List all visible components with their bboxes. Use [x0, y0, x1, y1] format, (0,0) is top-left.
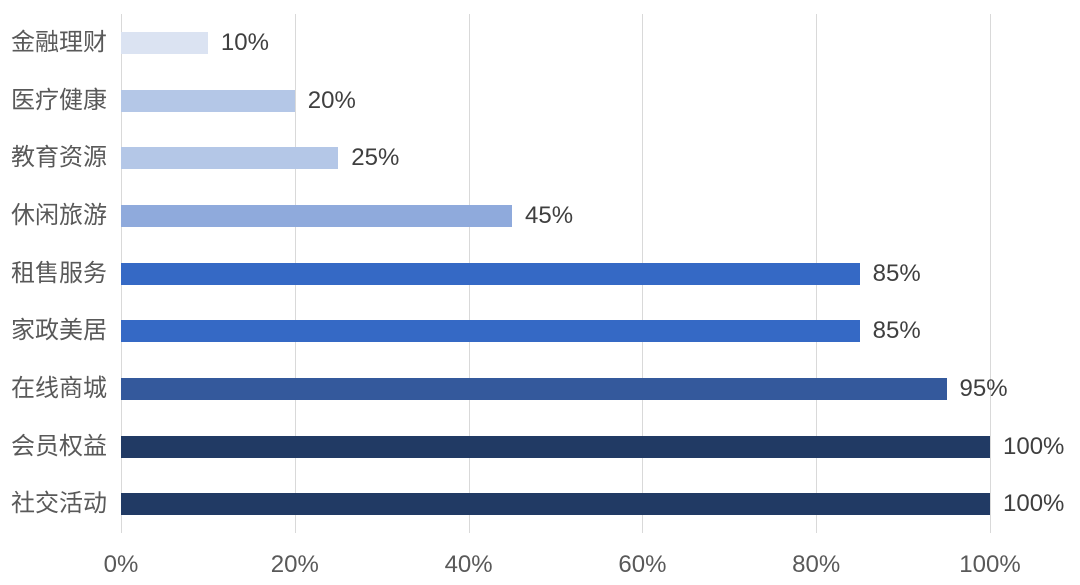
value-label: 20%: [307, 87, 356, 114]
bar: [121, 493, 990, 515]
value-label: 95%: [959, 375, 1008, 402]
category-label: 家政美居: [11, 317, 107, 344]
value-label: 85%: [872, 317, 921, 344]
bar: [121, 263, 860, 285]
value-label: 100%: [1003, 433, 1065, 460]
bar: [121, 320, 860, 342]
bar: [121, 147, 338, 169]
category-label: 社交活动: [11, 490, 107, 517]
bar: [121, 205, 512, 227]
x-axis-tick-label: 100%: [959, 551, 1021, 578]
value-label: 25%: [351, 144, 400, 171]
category-label: 金融理财: [11, 29, 107, 56]
value-label: 85%: [872, 260, 921, 287]
bar: [121, 90, 295, 112]
category-label: 休闲旅游: [11, 202, 107, 229]
value-label: 100%: [1003, 490, 1065, 517]
bar: [121, 32, 208, 54]
x-axis-tick-label: 60%: [618, 551, 667, 578]
bar: [121, 378, 947, 400]
bar: [121, 436, 990, 458]
x-axis-tick-label: 20%: [270, 551, 319, 578]
category-label: 在线商城: [11, 375, 107, 402]
x-axis-tick-label: 40%: [444, 551, 493, 578]
value-label: 45%: [525, 202, 574, 229]
category-label: 教育资源: [11, 144, 107, 171]
category-label: 会员权益: [11, 433, 107, 460]
category-label: 医疗健康: [11, 87, 107, 114]
x-axis-tick-label: 80%: [792, 551, 841, 578]
gridline: [990, 14, 991, 533]
x-axis-tick-label: 0%: [103, 551, 139, 578]
category-label: 租售服务: [11, 260, 107, 287]
value-label: 10%: [220, 29, 269, 56]
